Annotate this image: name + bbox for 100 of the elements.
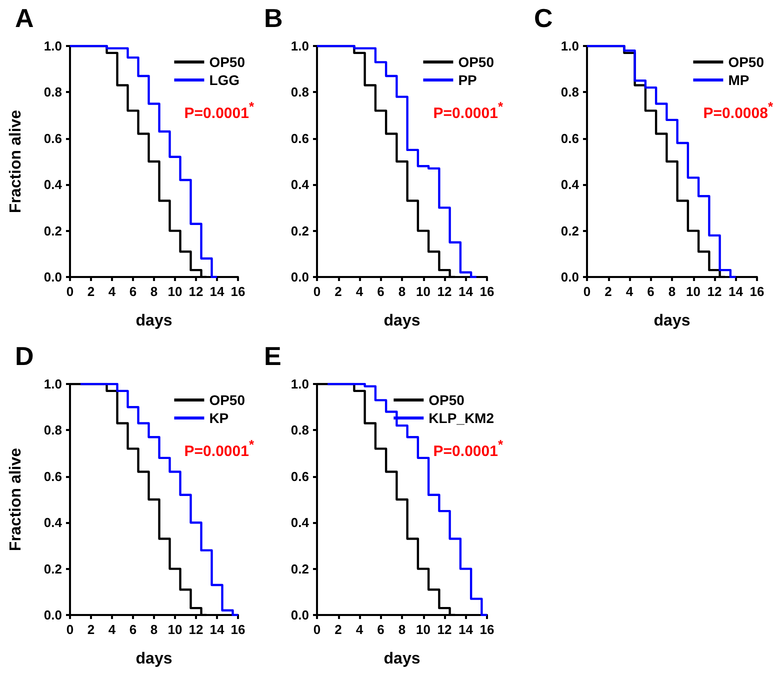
x-tick-label: 2 (604, 284, 612, 299)
x-tick-label: 4 (356, 622, 364, 637)
x-tick-label: 4 (108, 284, 116, 299)
x-tick-label: 8 (398, 622, 406, 637)
y-tick-label: 0.0 (290, 270, 309, 284)
y-tick-label: 0.6 (290, 468, 309, 484)
y-tick-label: 0.8 (44, 422, 62, 438)
x-axis-title: days (654, 312, 690, 330)
x-tick-label: 16 (750, 284, 764, 299)
y-tick-label: 1.0 (44, 376, 62, 392)
y-tick-label: 1.0 (290, 38, 309, 54)
x-tick-label: 10 (416, 284, 430, 299)
legend-label: OP50 (728, 54, 764, 70)
x-tick-label: 16 (230, 622, 246, 637)
chart-title: E (264, 341, 282, 371)
x-tick-label: 16 (480, 284, 494, 299)
x-tick-label: 2 (87, 284, 95, 299)
x-tick-label: 10 (416, 622, 430, 637)
x-tick-label: 14 (210, 622, 225, 637)
y-tick-label: 0.6 (44, 130, 62, 146)
legend-label: OP50 (428, 392, 465, 408)
y-tick-label: 0.6 (44, 468, 62, 484)
legend-label: MP (728, 72, 750, 88)
y-tick-label: 0.4 (44, 515, 63, 530)
y-tick-label: 0.2 (44, 561, 62, 576)
x-tick-label: 6 (377, 622, 384, 637)
x-axis-title: days (136, 650, 172, 668)
y-tick-label: 0.0 (560, 270, 579, 284)
legend-label: KLP_KM2 (428, 410, 494, 426)
chart-title: C (534, 3, 553, 33)
x-tick-label: 4 (626, 284, 634, 299)
x-axis-title: days (136, 312, 172, 330)
x-tick-label: 0 (313, 622, 321, 637)
x-tick-label: 14 (458, 284, 474, 299)
legend-label: OP50 (458, 54, 494, 70)
legend-label: OP50 (209, 392, 246, 408)
y-tick-label: 0.4 (290, 515, 310, 530)
x-tick-label: 0 (66, 622, 74, 637)
legend-label: LGG (209, 72, 240, 88)
legend-label: PP (458, 72, 477, 88)
x-tick-label: 2 (334, 622, 342, 637)
x-axis-title: days (384, 312, 420, 330)
x-tick-label: 16 (480, 622, 494, 637)
y-tick-label: 0.2 (290, 561, 309, 576)
y-tick-label: 0.8 (290, 84, 309, 100)
y-tick-label: 0.0 (44, 270, 62, 284)
x-tick-label: 8 (398, 284, 406, 299)
x-tick-label: 12 (437, 622, 452, 637)
x-tick-label: 2 (87, 622, 95, 637)
x-tick-label: 14 (210, 284, 225, 299)
x-tick-label: 12 (707, 284, 722, 299)
x-tick-label: 8 (150, 622, 158, 637)
x-tick-label: 2 (334, 284, 342, 299)
y-tick-label: 1.0 (560, 38, 579, 54)
x-tick-label: 8 (150, 284, 158, 299)
x-tick-label: 0 (66, 284, 74, 299)
x-tick-label: 14 (728, 284, 744, 299)
x-tick-label: 12 (188, 284, 204, 299)
x-tick-label: 16 (230, 284, 246, 299)
y-tick-label: 0.0 (290, 608, 309, 622)
annotation: P=0.0001* (184, 99, 255, 122)
y-tick-label: 1.0 (44, 38, 62, 54)
y-tick-label: 0.6 (560, 130, 579, 146)
annotation: P=0.0001* (433, 437, 504, 460)
y-tick-label: 0.4 (560, 177, 580, 192)
y-tick-label: 0.2 (560, 223, 579, 238)
y-tick-label: 0.2 (44, 223, 62, 238)
x-tick-label: 0 (313, 284, 321, 299)
y-axis-title: Fraction alive (8, 110, 24, 214)
y-tick-label: 0.6 (290, 130, 309, 146)
y-tick-label: 0.0 (44, 608, 62, 622)
x-tick-label: 4 (356, 284, 364, 299)
x-tick-label: 8 (668, 284, 676, 299)
x-tick-label: 10 (686, 284, 700, 299)
annotation: P=0.0001* (184, 437, 255, 460)
x-tick-label: 14 (458, 622, 474, 637)
y-tick-label: 0.8 (560, 84, 579, 100)
x-tick-label: 10 (168, 284, 182, 299)
x-tick-label: 6 (647, 284, 654, 299)
x-tick-label: 0 (583, 284, 591, 299)
y-tick-label: 0.2 (290, 223, 309, 238)
x-tick-label: 12 (437, 284, 452, 299)
y-tick-label: 1.0 (290, 376, 309, 392)
x-tick-label: 4 (108, 622, 116, 637)
y-axis-title: Fraction alive (8, 448, 24, 552)
annotation: P=0.0008* (703, 99, 774, 122)
x-tick-label: 6 (377, 284, 384, 299)
x-tick-label: 6 (129, 284, 137, 299)
y-tick-label: 0.8 (290, 422, 309, 438)
x-tick-label: 12 (188, 622, 204, 637)
y-tick-label: 0.4 (44, 177, 63, 192)
legend-label: OP50 (209, 54, 246, 70)
x-tick-label: 10 (168, 622, 182, 637)
x-tick-label: 6 (129, 622, 137, 637)
y-tick-label: 0.8 (44, 84, 62, 100)
chart-title: B (264, 3, 283, 33)
legend-label: KP (209, 410, 229, 426)
x-axis-title: days (384, 650, 420, 668)
annotation: P=0.0001* (433, 99, 504, 122)
y-tick-label: 0.4 (290, 177, 310, 192)
